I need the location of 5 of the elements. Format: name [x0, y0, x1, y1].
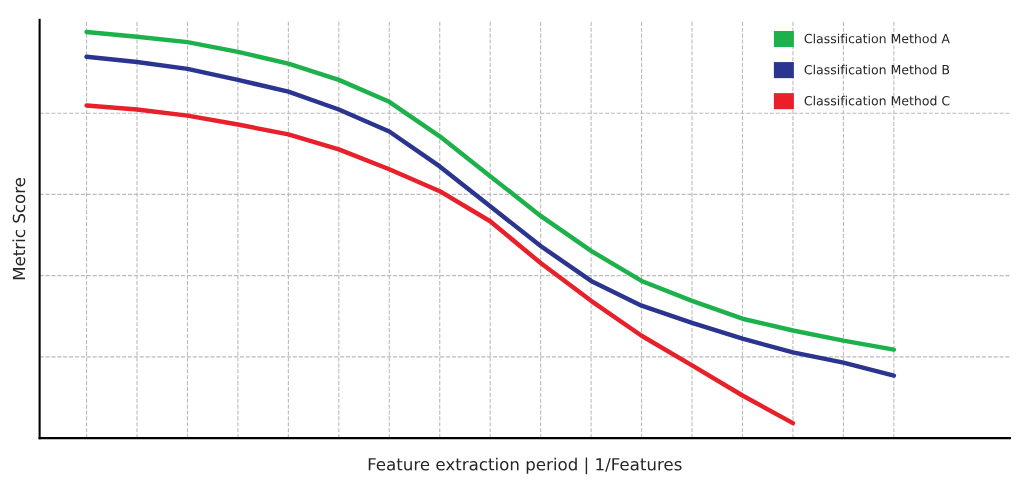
legend-label: Classification Method A: [804, 33, 950, 44]
x-axis-title: Feature extraction period | 1/Features: [368, 457, 682, 475]
legend-label: Classification Method C: [804, 95, 950, 106]
y-axis-title: Metric Score: [12, 177, 26, 280]
legend-label: Classification Method B: [804, 64, 950, 75]
